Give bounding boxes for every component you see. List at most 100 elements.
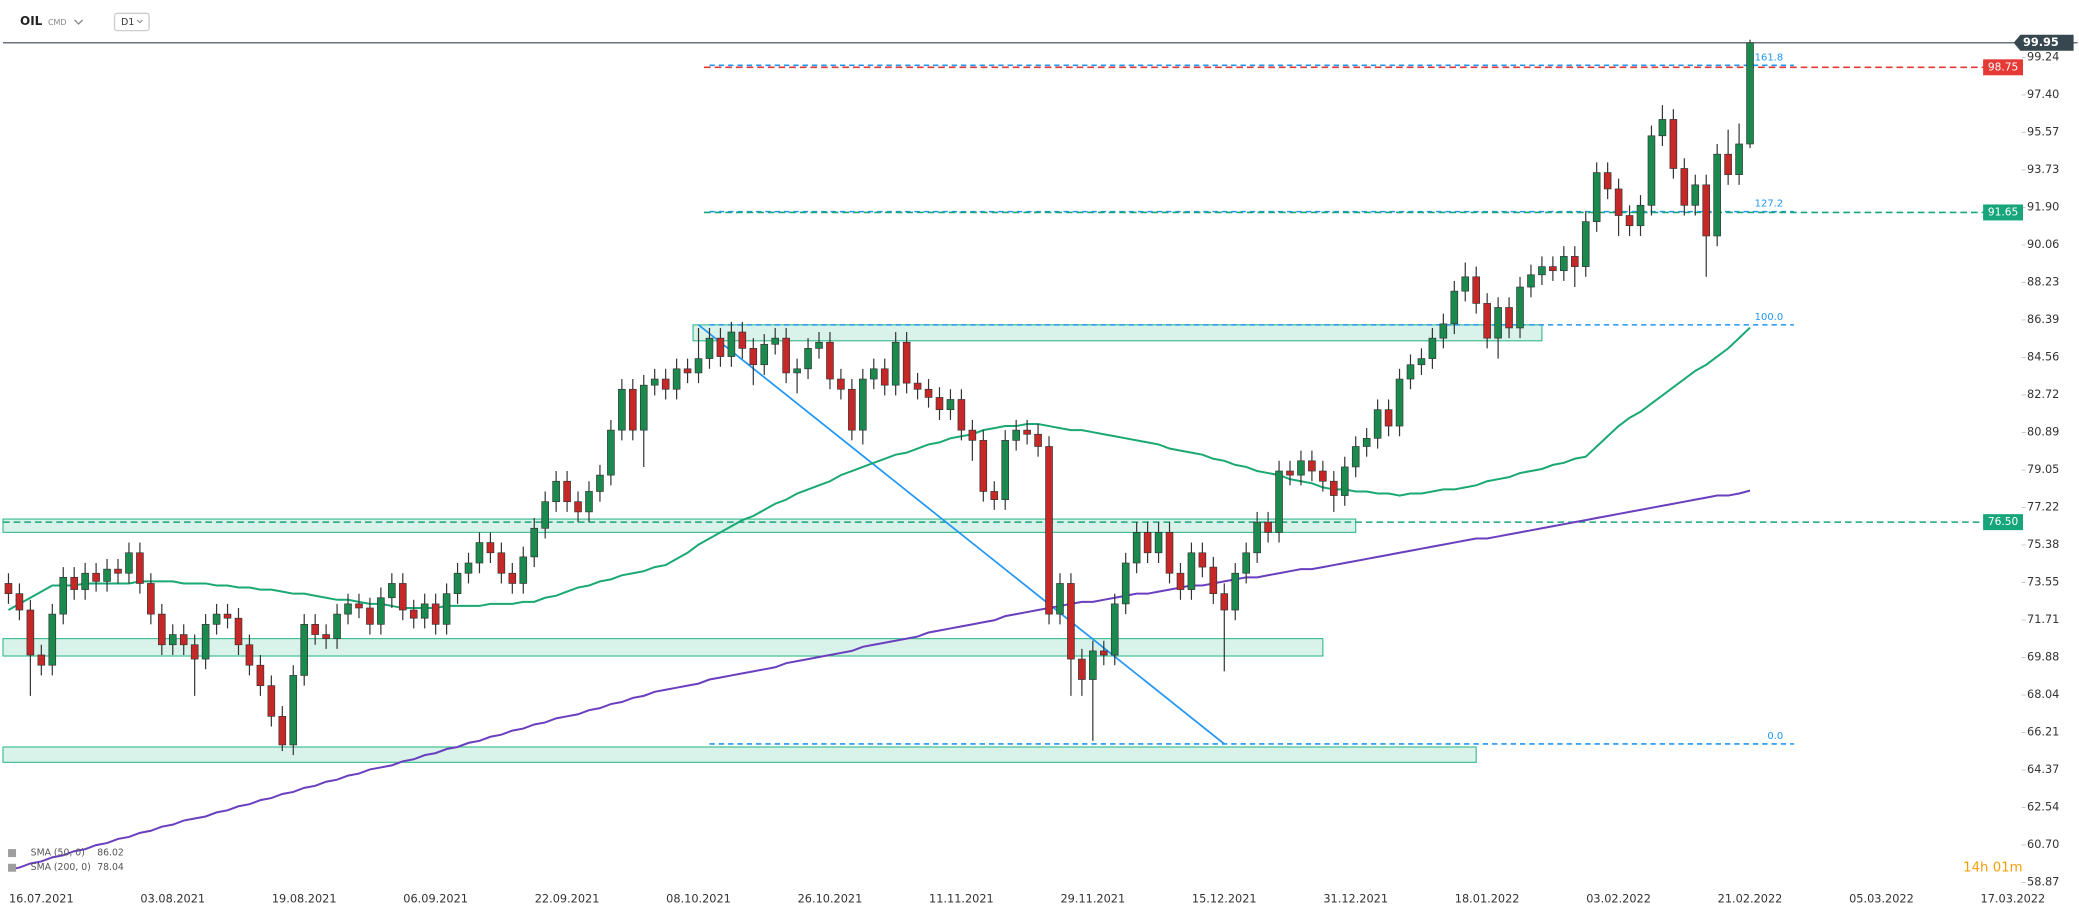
candle-body (475, 542, 484, 564)
y-tick-label: 75.38 (2027, 538, 2059, 551)
candle-body (114, 568, 122, 574)
zone (2, 638, 1324, 657)
candle-body (1089, 650, 1097, 680)
x-tick-label: 26.10.2021 (798, 893, 863, 906)
price-tag (1983, 59, 2024, 76)
candle-body (125, 552, 133, 574)
x-tick-label: 06.09.2021 (403, 893, 468, 906)
candle-body (716, 337, 725, 357)
candle-body (1187, 552, 1196, 590)
candle-body (596, 474, 604, 492)
candle-body (1165, 532, 1174, 574)
candle-body (826, 341, 834, 380)
x-tick-label: 21.02.2022 (1718, 893, 1783, 906)
candle-body (1220, 593, 1229, 611)
candle-body (979, 440, 988, 492)
candle-body (727, 331, 736, 357)
y-tick-label: 66.21 (2027, 725, 2059, 738)
candle-body (1625, 215, 1634, 227)
y-tick-label: 77.22 (2027, 500, 2059, 513)
candle-body (234, 617, 243, 646)
candle-body (1647, 135, 1656, 206)
candle-body (212, 613, 221, 625)
candle-body (311, 623, 319, 635)
candle-body (1746, 42, 1754, 145)
y-tick-label: 62.54 (2027, 800, 2059, 813)
x-tick-label: 18.01.2022 (1455, 893, 1520, 906)
candle-body (453, 572, 462, 595)
candle-body (1373, 409, 1382, 439)
candle-body (650, 378, 659, 386)
x-tick-label: 22.09.2021 (535, 893, 600, 906)
candle-body (705, 337, 714, 359)
legend-icon (8, 849, 17, 858)
y-tick-label: 79.05 (2027, 463, 2059, 476)
candle-body (738, 331, 747, 349)
candle-body (1362, 437, 1371, 447)
candle-body (300, 623, 309, 676)
x-tick-label: 05.03.2022 (1849, 893, 1914, 906)
legend-value: 78.04 (97, 862, 124, 873)
interval: D1 (121, 17, 134, 28)
candle-body (1658, 119, 1667, 137)
interval-arrow (136, 19, 143, 24)
x-tick-label: 15.12.2021 (1192, 893, 1257, 906)
candle-body (1384, 409, 1393, 427)
candle-body (541, 501, 549, 529)
candle-body (618, 388, 626, 431)
candle-body (344, 603, 352, 615)
candle-body (1636, 204, 1645, 227)
candle-body (563, 480, 571, 503)
candle-body (859, 378, 867, 431)
symbol: OIL (20, 14, 43, 28)
candle-body (1340, 466, 1349, 496)
candle-body (1209, 566, 1218, 595)
fib-label: 161.8 (1755, 52, 1784, 63)
candle-body (1581, 221, 1590, 267)
candle-body (1319, 470, 1327, 482)
candle-body (1560, 256, 1568, 272)
dropdown-arrow[interactable] (74, 19, 84, 25)
candle-body (1691, 184, 1700, 206)
candle-body (398, 583, 407, 611)
interval-button[interactable] (113, 12, 150, 32)
candle-body (1001, 440, 1010, 500)
y-tick-label: 82.72 (2027, 388, 2059, 401)
price-tag-label: 76.50 (1988, 515, 2019, 528)
candle-body (946, 399, 955, 411)
candle-body (1461, 276, 1470, 292)
candle-body (508, 572, 517, 584)
candle-body (1121, 562, 1130, 605)
candle-body (935, 397, 944, 411)
legend-value: 86.02 (97, 848, 124, 859)
candle-body (26, 609, 35, 656)
candle-body (694, 358, 703, 374)
candle-body (48, 613, 57, 666)
moving-average (7, 326, 1751, 611)
candle-body (1253, 521, 1261, 554)
candle-body (1702, 184, 1711, 237)
candle-body (782, 337, 790, 374)
candle-body (420, 603, 429, 619)
candle-body (1078, 658, 1086, 680)
candle-body (289, 675, 298, 746)
candle-body (880, 368, 889, 386)
y-tick-label: 84.56 (2027, 350, 2059, 363)
candle-body (377, 597, 385, 625)
candle-body (1724, 153, 1732, 175)
candle-body (1472, 276, 1480, 304)
candle-body (574, 501, 582, 513)
candle-body (1154, 532, 1163, 554)
x-tick-label: 29.11.2021 (1060, 893, 1125, 906)
candle-body (1603, 172, 1612, 190)
candle-body (158, 613, 166, 646)
y-tick-label: 69.88 (2027, 650, 2059, 663)
candle-body (278, 715, 287, 746)
candle-body (15, 593, 24, 611)
candle-body (990, 491, 999, 500)
candle-body (59, 576, 68, 615)
fib-label: 127.2 (1755, 199, 1784, 210)
y-tick-label: 99.24 (2027, 50, 2059, 63)
